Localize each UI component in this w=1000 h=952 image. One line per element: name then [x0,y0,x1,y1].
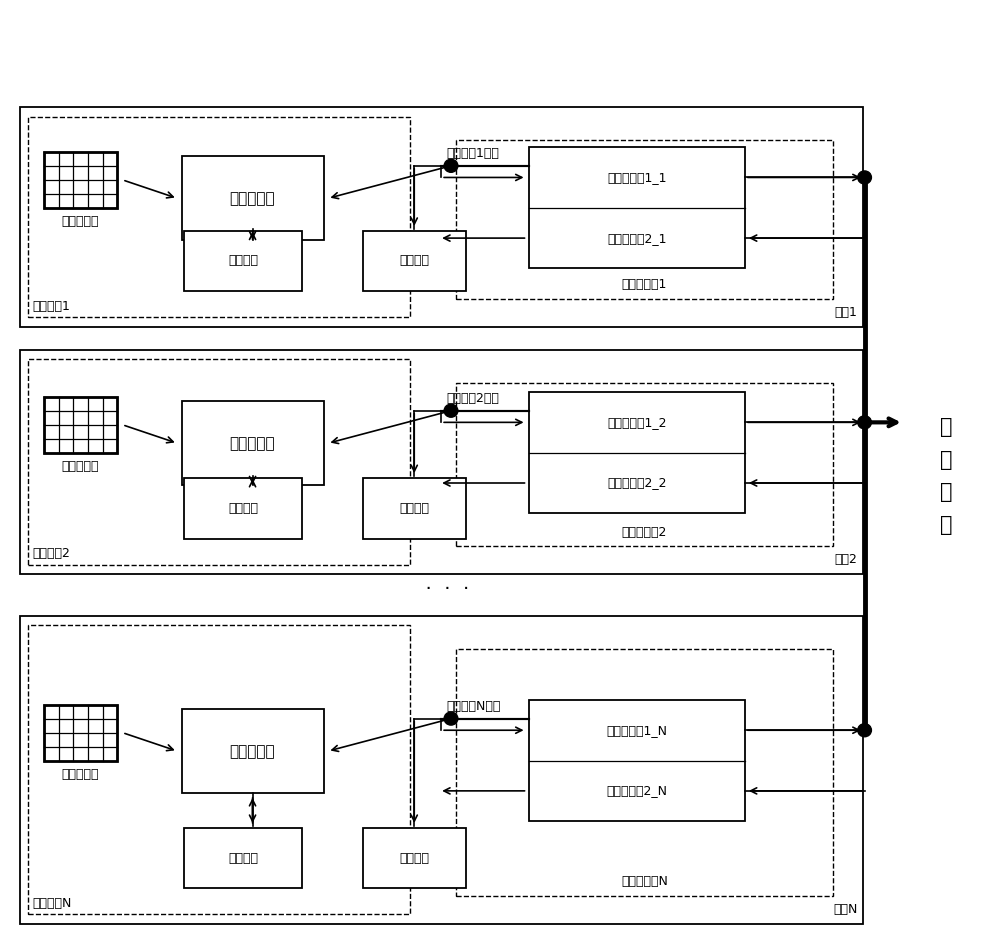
Bar [28,625,410,915]
Text: 并网控制器1: 并网控制器1 [622,278,667,291]
Bar [182,156,324,241]
Bar [456,648,833,896]
Bar [28,117,410,317]
Bar [20,108,863,327]
Text: 能源系统2母线: 能源系统2母线 [446,392,499,406]
Text: 蓄电池组: 蓄电池组 [228,851,258,864]
Text: 太阳电池阵: 太阳电池阵 [62,215,99,228]
Text: 能源系统1母线: 能源系统1母线 [446,148,499,160]
Text: 太阳电池阵: 太阳电池阵 [62,460,99,473]
Text: 平台载荷: 平台载荷 [399,851,429,864]
Circle shape [444,712,458,725]
Text: 电源控制器: 电源控制器 [230,191,275,206]
Bar [456,383,833,546]
Bar [184,827,302,888]
Text: ·  ·  ·: · · · [413,581,469,600]
Text: 电源控制器: 电源控制器 [230,744,275,759]
Text: 并
网
母
线: 并 网 母 线 [940,417,952,535]
Text: 微网N: 微网N [833,903,858,917]
Bar [44,397,117,453]
Text: 能源系统1: 能源系统1 [33,300,70,312]
Text: 太阳电池阵: 太阳电池阵 [62,768,99,781]
Text: 能源系统N: 能源系统N [33,897,72,910]
Bar [44,151,117,208]
Text: 蓄电池组: 蓄电池组 [228,502,258,515]
Bar [20,350,863,574]
Bar [529,148,745,268]
Bar [182,709,324,793]
Text: 微网1: 微网1 [835,307,858,319]
Bar [363,230,466,291]
Circle shape [444,405,458,417]
Bar [28,360,410,565]
Text: 能源系统N母线: 能源系统N母线 [446,700,500,713]
Text: 正向变换器1_2: 正向变换器1_2 [607,416,667,428]
Text: 逆向变换器2_N: 逆向变换器2_N [607,784,668,798]
Text: 蓄电池组: 蓄电池组 [228,254,258,268]
Text: 并网控制器2: 并网控制器2 [622,526,667,539]
Bar [363,478,466,539]
Bar [456,140,833,299]
Text: 逆向变换器2_1: 逆向变换器2_1 [607,231,667,245]
Text: 能源系统2: 能源系统2 [33,547,70,560]
Bar [20,616,863,923]
Circle shape [858,171,871,184]
Text: 平台载荷: 平台载荷 [399,254,429,268]
Text: 逆向变换器2_2: 逆向变换器2_2 [607,477,667,489]
Bar [529,700,745,822]
Text: 电源控制器: 电源控制器 [230,436,275,451]
Bar [529,392,745,513]
Circle shape [858,416,871,429]
Text: 正向变换器1_N: 正向变换器1_N [607,724,668,737]
Bar [182,402,324,486]
Text: 并网控制器N: 并网控制器N [621,876,668,888]
Text: 正向变换器1_1: 正向变换器1_1 [607,171,667,184]
Bar [44,704,117,761]
Text: 微网2: 微网2 [835,553,858,566]
Bar [184,478,302,539]
Bar [363,827,466,888]
Bar [184,230,302,291]
Circle shape [444,159,458,172]
Circle shape [858,724,871,737]
Text: 平台载荷: 平台载荷 [399,502,429,515]
